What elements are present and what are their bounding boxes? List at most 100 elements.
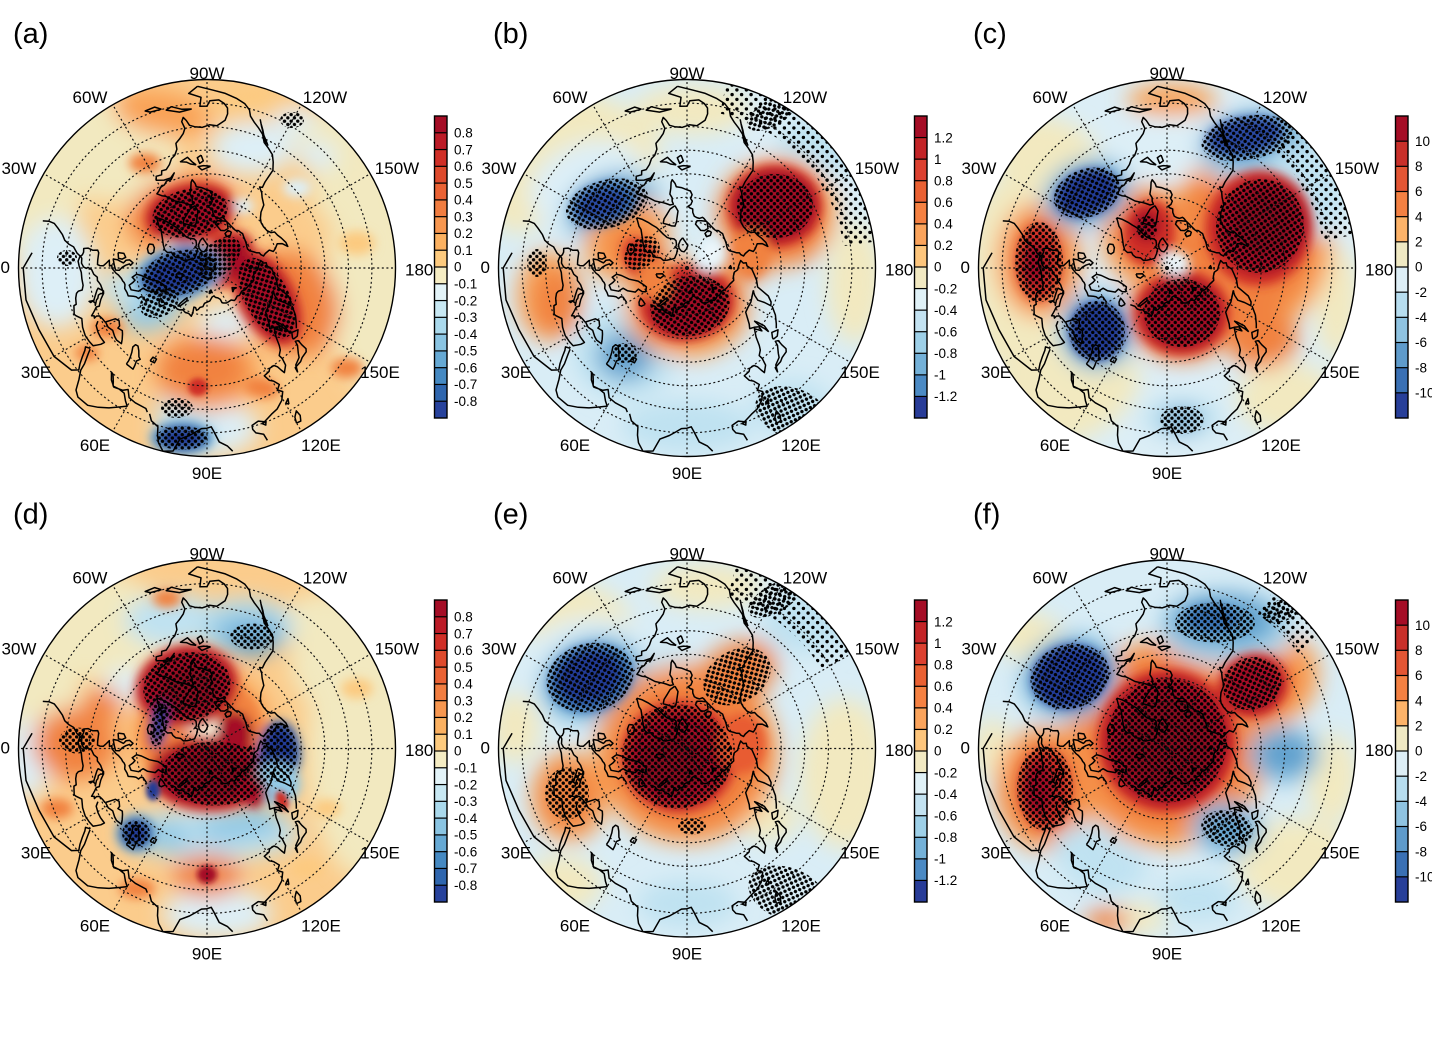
svg-text:-10: -10 <box>1415 870 1432 885</box>
svg-text:60W: 60W <box>553 88 588 107</box>
svg-text:-2: -2 <box>1415 285 1427 300</box>
svg-text:0.2: 0.2 <box>454 710 473 725</box>
svg-text:30W: 30W <box>962 159 997 178</box>
svg-text:0: 0 <box>1415 744 1423 759</box>
svg-text:120E: 120E <box>1261 917 1301 936</box>
svg-text:150E: 150E <box>1320 363 1360 382</box>
svg-text:0: 0 <box>481 258 490 277</box>
svg-text:60E: 60E <box>560 917 590 936</box>
svg-text:6: 6 <box>1415 184 1423 199</box>
svg-text:-0.8: -0.8 <box>934 830 957 845</box>
svg-text:30E: 30E <box>981 363 1011 382</box>
svg-text:0: 0 <box>454 260 462 275</box>
svg-text:60W: 60W <box>1033 569 1068 588</box>
svg-text:0.7: 0.7 <box>454 626 473 641</box>
svg-text:0.5: 0.5 <box>454 660 473 675</box>
svg-text:30E: 30E <box>21 363 51 382</box>
svg-text:180: 180 <box>1365 741 1393 760</box>
svg-text:1.2: 1.2 <box>934 614 953 629</box>
svg-text:2: 2 <box>1415 235 1423 250</box>
svg-text:0: 0 <box>454 744 462 759</box>
svg-text:-0.6: -0.6 <box>454 844 477 859</box>
svg-text:(a): (a) <box>13 18 48 50</box>
svg-text:30E: 30E <box>501 363 531 382</box>
svg-text:60W: 60W <box>73 88 108 107</box>
svg-text:180: 180 <box>405 741 433 760</box>
svg-text:-1.2: -1.2 <box>934 389 957 404</box>
svg-text:180: 180 <box>885 261 913 280</box>
svg-text:150W: 150W <box>1335 159 1379 178</box>
svg-text:-6: -6 <box>1415 335 1427 350</box>
svg-text:90W: 90W <box>1150 64 1185 83</box>
svg-text:150W: 150W <box>375 159 419 178</box>
svg-text:60W: 60W <box>1033 88 1068 107</box>
svg-text:60E: 60E <box>80 917 110 936</box>
svg-text:0.6: 0.6 <box>934 679 953 694</box>
svg-text:30E: 30E <box>981 844 1011 863</box>
svg-text:150W: 150W <box>855 640 899 659</box>
svg-text:120E: 120E <box>781 436 821 455</box>
svg-text:120W: 120W <box>303 88 347 107</box>
svg-text:90E: 90E <box>672 945 702 964</box>
svg-text:-4: -4 <box>1415 310 1427 325</box>
svg-text:150W: 150W <box>1335 640 1379 659</box>
svg-text:-0.6: -0.6 <box>934 808 957 823</box>
svg-text:-0.1: -0.1 <box>454 276 477 291</box>
svg-text:90E: 90E <box>1152 945 1182 964</box>
svg-text:0: 0 <box>934 260 942 275</box>
svg-text:30W: 30W <box>482 640 517 659</box>
svg-text:-0.4: -0.4 <box>934 303 958 318</box>
svg-text:-1: -1 <box>934 852 946 867</box>
svg-text:-1: -1 <box>934 368 946 383</box>
svg-text:-6: -6 <box>1415 819 1427 834</box>
svg-text:120W: 120W <box>783 569 827 588</box>
svg-text:150E: 150E <box>1320 844 1360 863</box>
svg-text:30W: 30W <box>482 159 517 178</box>
svg-text:90E: 90E <box>192 945 222 964</box>
svg-text:0.4: 0.4 <box>454 677 473 692</box>
svg-text:60E: 60E <box>1040 917 1070 936</box>
svg-text:60E: 60E <box>80 436 110 455</box>
svg-text:1: 1 <box>934 152 942 167</box>
svg-text:0: 0 <box>961 739 970 758</box>
svg-text:30E: 30E <box>501 844 531 863</box>
svg-text:-8: -8 <box>1415 360 1427 375</box>
svg-text:-0.5: -0.5 <box>454 828 477 843</box>
svg-text:0.1: 0.1 <box>454 727 473 742</box>
svg-text:-0.4: -0.4 <box>934 787 958 802</box>
svg-text:30W: 30W <box>962 640 997 659</box>
svg-text:150E: 150E <box>840 844 880 863</box>
svg-text:-0.8: -0.8 <box>454 878 477 893</box>
svg-text:0.4: 0.4 <box>934 217 953 232</box>
svg-text:180: 180 <box>405 261 433 280</box>
svg-text:0: 0 <box>961 258 970 277</box>
svg-text:0.4: 0.4 <box>934 701 953 716</box>
svg-text:-0.7: -0.7 <box>454 861 477 876</box>
svg-text:8: 8 <box>1415 159 1423 174</box>
svg-text:10: 10 <box>1415 618 1430 633</box>
svg-text:1.2: 1.2 <box>934 130 953 145</box>
svg-text:-0.4: -0.4 <box>454 811 478 826</box>
svg-text:-1.2: -1.2 <box>934 873 957 888</box>
svg-text:-0.6: -0.6 <box>454 360 477 375</box>
svg-text:90E: 90E <box>672 464 702 483</box>
svg-text:180: 180 <box>885 741 913 760</box>
svg-text:90E: 90E <box>1152 464 1182 483</box>
svg-text:120E: 120E <box>1261 436 1301 455</box>
svg-text:(b): (b) <box>493 18 528 50</box>
svg-text:0.1: 0.1 <box>454 243 473 258</box>
svg-text:2: 2 <box>1415 719 1423 734</box>
svg-text:(f): (f) <box>973 499 1000 531</box>
svg-text:-0.7: -0.7 <box>454 377 477 392</box>
svg-text:150E: 150E <box>360 363 400 382</box>
svg-text:150W: 150W <box>375 640 419 659</box>
svg-text:90W: 90W <box>190 545 225 564</box>
svg-text:120E: 120E <box>301 436 341 455</box>
svg-text:150E: 150E <box>840 363 880 382</box>
svg-text:0.4: 0.4 <box>454 193 473 208</box>
svg-text:0: 0 <box>1 258 10 277</box>
svg-text:0.8: 0.8 <box>454 125 473 140</box>
svg-text:8: 8 <box>1415 643 1423 658</box>
svg-text:60E: 60E <box>560 436 590 455</box>
svg-text:-0.2: -0.2 <box>934 765 957 780</box>
